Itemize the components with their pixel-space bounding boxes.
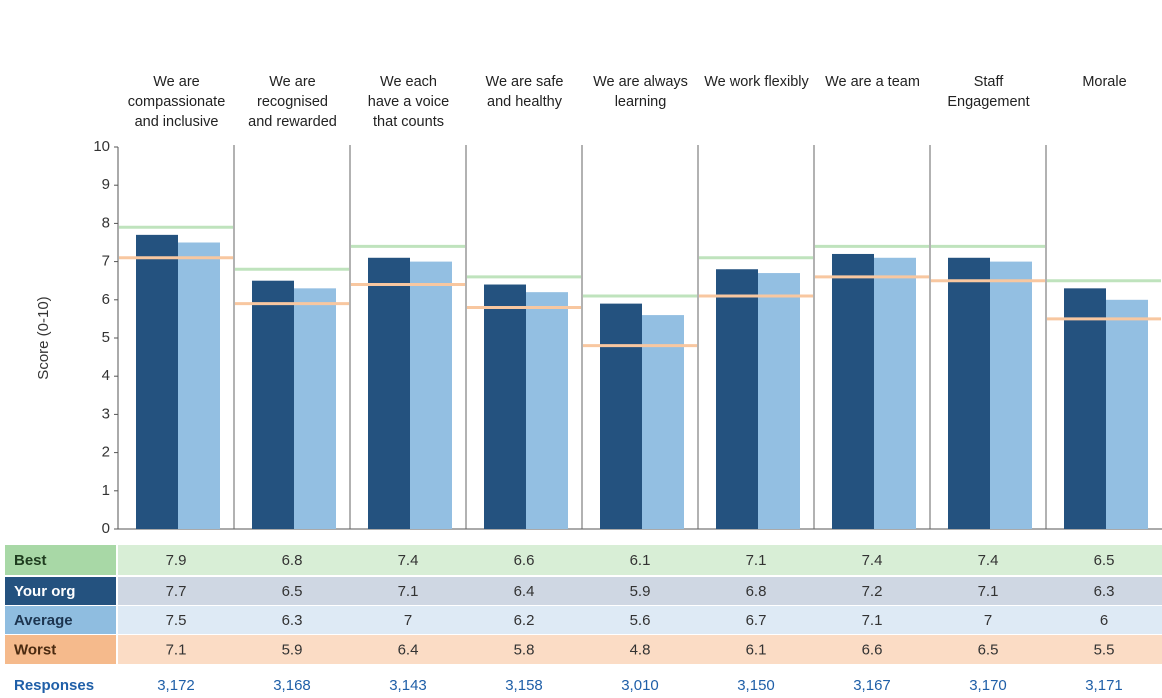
table-value: 5.6 [630, 612, 651, 629]
bar [484, 284, 526, 529]
responses-value: 3,143 [389, 677, 427, 694]
row-label: Average [14, 612, 73, 629]
responses-value: 3,168 [273, 677, 311, 694]
responses-value: 3,170 [969, 677, 1007, 694]
table-value: 6.4 [514, 583, 535, 600]
row-cells [118, 635, 1162, 664]
table-value: 6.8 [282, 552, 303, 569]
row-cells [118, 577, 1162, 605]
table-value: 6.5 [1094, 552, 1115, 569]
table-value: 7.9 [166, 552, 187, 569]
table-value: 6.7 [746, 612, 767, 629]
bar [136, 234, 178, 530]
table-value: 4.8 [630, 641, 651, 658]
table-value: 7 [404, 612, 412, 629]
category-label: Staff Engagement [947, 74, 1030, 110]
table-value: 5.9 [282, 641, 303, 658]
row-label-cell [5, 545, 116, 575]
table-value: 7.4 [398, 552, 419, 569]
table-value: 5.9 [630, 583, 651, 600]
table-value: 5.8 [514, 641, 535, 658]
table-value: 5.5 [1094, 641, 1115, 658]
table-value: 7.4 [862, 552, 883, 569]
bar [758, 273, 800, 529]
y-tick-label: 1 [102, 482, 110, 499]
table-value: 7.1 [862, 612, 883, 629]
y-tick-label: 3 [102, 405, 110, 422]
table-value: 6.6 [862, 641, 883, 658]
row-label: Worst [14, 641, 56, 658]
table-value: 6.1 [746, 641, 767, 658]
bar [832, 253, 874, 529]
y-tick-label: 0 [102, 520, 110, 537]
table-value: 7.5 [166, 612, 187, 629]
bar [642, 315, 684, 529]
table-value: 6.2 [514, 612, 535, 629]
table-value: 7.2 [862, 583, 883, 600]
bar [526, 292, 568, 529]
bar [1064, 288, 1106, 529]
y-tick-label: 7 [102, 253, 110, 270]
bar [1106, 299, 1148, 529]
responses-value: 3,172 [157, 677, 195, 694]
category-label: We each have a voice that counts [367, 74, 450, 130]
category-label: We are recognised and rewarded [248, 74, 337, 130]
bar [874, 257, 916, 529]
table-value: 7.4 [978, 552, 999, 569]
bar [948, 257, 990, 529]
row-label: Best [14, 552, 47, 569]
table-value: 7.1 [166, 641, 187, 658]
table-value: 6.8 [746, 583, 767, 600]
responses-value: 3,150 [737, 677, 775, 694]
row-label-cell [5, 635, 116, 664]
category-label: We work flexibly [704, 74, 809, 90]
responses-value: 3,167 [853, 677, 891, 694]
y-tick-label: 9 [102, 176, 110, 193]
y-tick-label: 6 [102, 291, 110, 308]
bar [716, 269, 758, 529]
category-label: We are compassionate and inclusive [127, 74, 226, 130]
y-axis-label: Score (0-10) [35, 296, 52, 379]
row-label-cell [5, 577, 116, 605]
table-value: 7 [984, 612, 992, 629]
y-tick-label: 2 [102, 444, 110, 461]
table-value: 7.1 [746, 552, 767, 569]
bar [410, 261, 452, 529]
bar [600, 303, 642, 529]
category-label: We are always learning [593, 74, 688, 110]
table-value: 6.4 [398, 641, 419, 658]
table-value: 7.7 [166, 583, 187, 600]
responses-label: Responses [14, 677, 94, 694]
bar [252, 280, 294, 529]
category-label: We are safe and healthy [485, 74, 564, 110]
y-tick-label: 5 [102, 329, 110, 346]
table-value: 7.1 [398, 583, 419, 600]
bar [178, 242, 220, 529]
responses-value: 3,158 [505, 677, 543, 694]
category-label: Morale [1082, 74, 1127, 90]
responses-value: 3,010 [621, 677, 659, 694]
table-value: 7.1 [978, 583, 999, 600]
table-value: 6 [1100, 612, 1108, 629]
table-value: 6.3 [1094, 583, 1115, 600]
bar [294, 288, 336, 529]
table-value: 6.3 [282, 612, 303, 629]
y-tick-label: 4 [102, 367, 110, 384]
table-value: 6.5 [282, 583, 303, 600]
bar [990, 261, 1032, 529]
table-value: 6.1 [630, 552, 651, 569]
y-tick-label: 10 [93, 138, 110, 155]
row-cells [118, 545, 1162, 575]
bar [368, 257, 410, 529]
row-label: Your org [14, 583, 75, 600]
category-label: We are a team [825, 74, 920, 90]
row-cells [118, 606, 1162, 634]
row-label-cell [5, 606, 116, 634]
table-value: 6.6 [514, 552, 535, 569]
responses-value: 3,171 [1085, 677, 1123, 694]
y-tick-label: 8 [102, 214, 110, 231]
table-value: 6.5 [978, 641, 999, 658]
